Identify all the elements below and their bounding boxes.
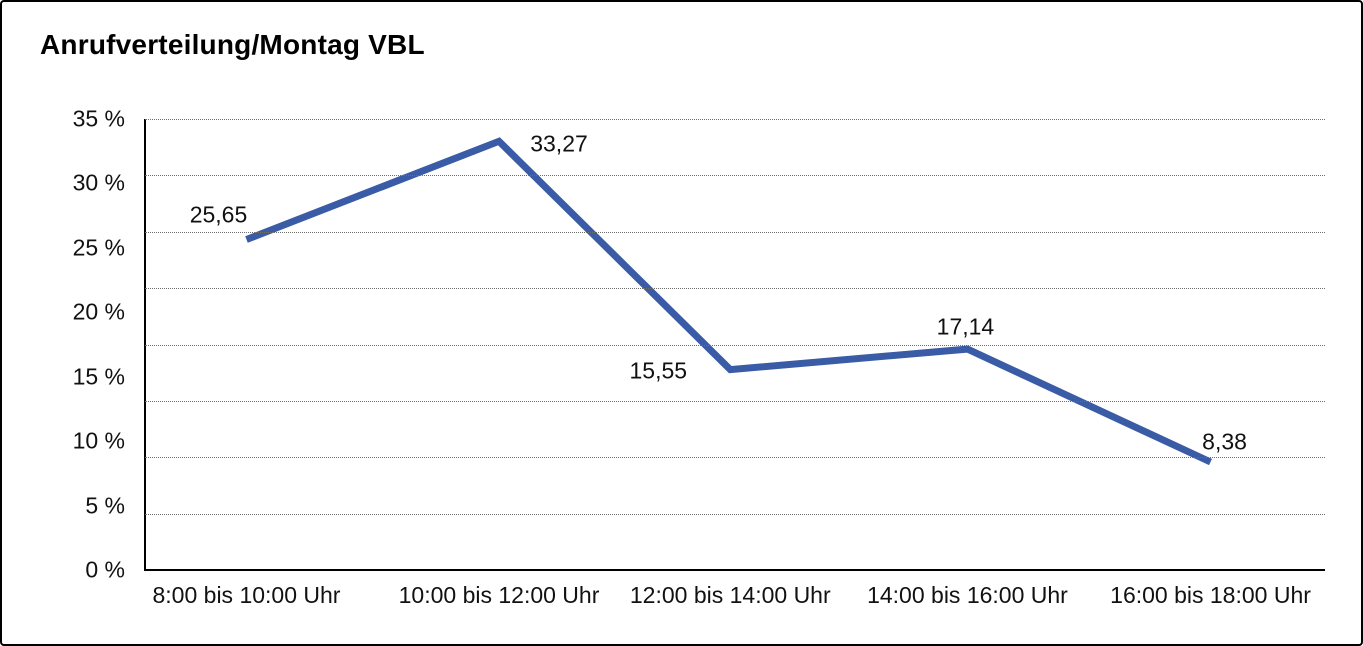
data-point-label: 25,65 bbox=[189, 201, 248, 228]
y-axis-tick-label: 15 % bbox=[72, 363, 125, 390]
x-axis-line bbox=[144, 569, 1325, 571]
data-point-label: 15,55 bbox=[629, 357, 688, 384]
gridline bbox=[145, 119, 1325, 120]
y-axis-tick-label: 30 % bbox=[72, 169, 125, 196]
gridline bbox=[145, 231, 1325, 233]
y-axis-tick-label: 10 % bbox=[72, 427, 125, 454]
y-axis-tick-label: 35 % bbox=[72, 105, 125, 132]
x-axis-tick-label: 14:00 bis 16:00 Uhr bbox=[867, 582, 1068, 608]
y-axis-tick-label: 5 % bbox=[85, 492, 125, 519]
y-axis-tick-label: 20 % bbox=[72, 298, 125, 325]
chart-title: Anrufverteilung/Montag VBL bbox=[40, 29, 425, 60]
gridline bbox=[145, 513, 1325, 515]
data-point-label: 33,27 bbox=[530, 130, 588, 157]
gridline bbox=[145, 175, 1325, 177]
x-axis-tick-label: 8:00 bis 10:00 Uhr bbox=[152, 582, 341, 608]
x-axis-tick-label: 10:00 bis 12:00 Uhr bbox=[398, 582, 600, 608]
x-axis-tick-label: 16:00 bis 18:00 Uhr bbox=[1110, 582, 1311, 608]
line-series bbox=[245, 137, 1212, 466]
y-axis-tick-label: 0 % bbox=[85, 556, 125, 583]
gridline bbox=[145, 400, 1325, 402]
gridline bbox=[145, 344, 1325, 346]
gridline bbox=[145, 457, 1325, 459]
gridline bbox=[145, 288, 1325, 290]
data-line bbox=[245, 137, 1212, 466]
x-axis-tick-label: 12:00 bis 14:00 Uhr bbox=[629, 582, 831, 608]
data-point-label: 8,38 bbox=[1202, 428, 1247, 455]
plot-area: 25,65 33,27 15,55 17,14 8,38 bbox=[144, 119, 1325, 571]
y-axis-tick-label: 25 % bbox=[72, 234, 125, 261]
data-point-label: 17,14 bbox=[936, 313, 995, 340]
